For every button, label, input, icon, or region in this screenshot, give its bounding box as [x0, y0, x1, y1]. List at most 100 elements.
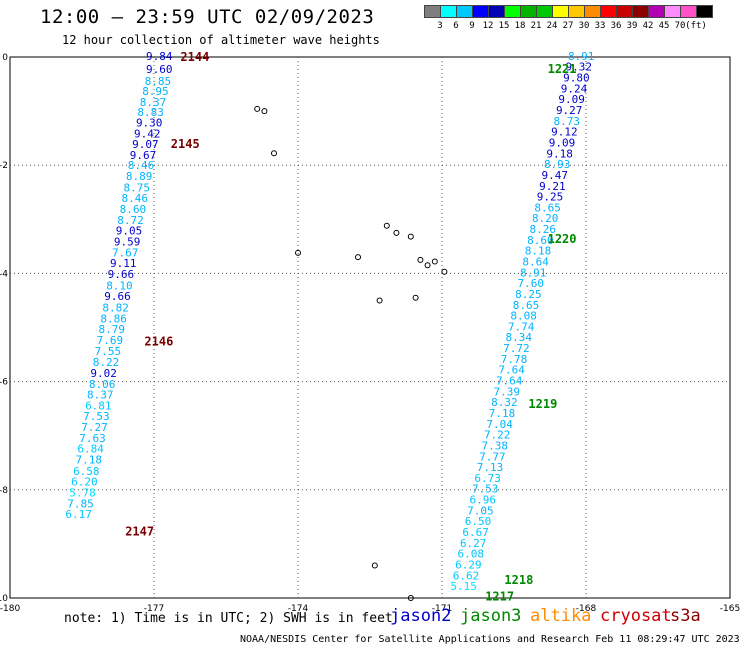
time-label: 2147	[125, 524, 154, 538]
wave-height-value: 7.04	[486, 418, 513, 431]
wave-height-value: 8.75	[123, 181, 150, 194]
colorbar-label: 9	[469, 21, 475, 31]
x-tick-label: -168	[576, 604, 597, 614]
wave-height-value: 9.09	[549, 136, 576, 149]
y-tick-label: -10	[0, 594, 8, 604]
colorbar-label: 27	[562, 21, 574, 31]
wave-height-value: 9.09	[558, 93, 585, 106]
wave-height-value: 9.47	[542, 169, 569, 182]
x-tick-label: -171	[432, 604, 452, 614]
wave-height-value: 8.34	[506, 331, 533, 344]
y-tick-label: 0	[2, 53, 8, 63]
island-outline	[376, 297, 383, 304]
wave-height-value: 6.73	[474, 472, 501, 485]
wave-height-value: 7.27	[81, 421, 108, 434]
wave-height-value: 9.12	[551, 126, 578, 139]
colorbar-label: 21	[530, 21, 542, 31]
legend-s3a: s3a	[670, 606, 701, 626]
wave-height-value: 8.91	[520, 266, 547, 279]
wave-height-value: 8.60	[120, 203, 147, 216]
y-tick-label: -8	[0, 486, 8, 496]
colorbar-label: 33	[594, 21, 606, 31]
island-outline	[407, 595, 414, 601]
wave-height-value: 7.78	[501, 353, 528, 366]
wave-height-value: 7.53	[83, 410, 110, 423]
wave-height-value: 9.32	[566, 61, 593, 74]
wave-height-value: 7.64	[498, 364, 525, 377]
x-tick-label: -165	[720, 604, 740, 614]
wave-height-value: 8.91	[568, 50, 595, 63]
wave-height-value: 9.21	[539, 180, 566, 193]
wave-height-value: 7.53	[472, 483, 499, 496]
wave-height-value: 8.79	[99, 323, 126, 336]
wave-height-value: 7.64	[496, 375, 523, 388]
wave-height-value: 6.50	[465, 515, 492, 528]
wave-height-value: 6.62	[453, 569, 480, 582]
colorbar-labels: 3 6 9 12 15 18 21 24 27 30 33 36 39 42 45 70 (ft)	[424, 21, 740, 33]
wave-height-value: 9.80	[563, 72, 590, 85]
island-outline	[371, 562, 378, 569]
wave-height-value: 6.96	[470, 494, 497, 507]
wave-height-value: 7.60	[518, 277, 545, 290]
time-label: 1217	[485, 589, 514, 603]
wave-height-value: 8.10	[106, 279, 133, 292]
island-outline	[393, 229, 400, 236]
wave-height-value: 7.67	[112, 246, 139, 259]
colorbar-label: 3	[437, 21, 443, 31]
wave-height-value: 8.60	[527, 234, 554, 247]
wave-height-value: 8.83	[137, 106, 164, 119]
wave-height-value: 9.02	[90, 367, 117, 380]
wave-height-value: 9.60	[146, 63, 173, 76]
wave-height-value: 9.66	[104, 290, 131, 303]
wave-height-value: 8.06	[89, 378, 116, 391]
colorbar	[424, 5, 713, 18]
wave-height-value: 6.81	[85, 399, 112, 412]
wave-height-value: 7.55	[95, 345, 122, 358]
wave-height-value: 5.15	[450, 580, 477, 593]
wave-height-value: 8.08	[510, 310, 537, 323]
wave-height-value: 6.84	[77, 443, 104, 456]
y-tick-label: -4	[0, 269, 8, 279]
wave-height-value: 9.59	[114, 235, 141, 248]
time-label: 1218	[504, 573, 533, 587]
colorbar-label: 30	[578, 21, 590, 31]
colorbar-label: 39	[626, 21, 638, 31]
island-outline	[441, 268, 448, 275]
legend-altika: altika	[530, 606, 592, 626]
wave-height-value: 8.46	[128, 159, 155, 172]
colorbar-label: 70	[674, 21, 686, 31]
wave-height-value: 8.95	[142, 85, 169, 98]
island-outline	[417, 256, 424, 263]
y-tick-label: -6	[0, 378, 8, 388]
wave-height-value: 6.58	[73, 465, 100, 478]
time-label: 1220	[548, 232, 577, 246]
colorbar-swatch	[696, 5, 713, 18]
wave-height-value: 9.30	[136, 116, 163, 129]
wave-height-value: 8.93	[544, 158, 571, 171]
colorbar-label: 45	[658, 21, 670, 31]
wave-height-value: 9.07	[132, 138, 159, 151]
island-outline	[407, 233, 414, 240]
wave-height-value: 9.84	[146, 50, 173, 63]
wave-height-value: 5.78	[69, 487, 96, 500]
wave-height-value: 7.22	[484, 429, 511, 442]
chart-subtitle: 12 hour collection of altimeter wave hei…	[62, 33, 380, 47]
chart-title: 12:00 – 23:59 UTC 02/09/2023	[40, 6, 375, 28]
wave-height-value: 6.29	[455, 558, 482, 571]
wave-height-value: 8.85	[145, 75, 172, 88]
wave-height-value: 8.65	[513, 299, 540, 312]
wave-height-value: 8.86	[100, 312, 127, 325]
wave-height-value: 9.24	[561, 82, 588, 95]
wave-height-value: 8.32	[491, 396, 518, 409]
colorbar-label: 24	[546, 21, 558, 31]
wave-height-value: 8.20	[532, 212, 559, 225]
legend-jason2: jason2	[390, 606, 452, 626]
wave-height-value: 7.85	[67, 497, 94, 510]
time-label: 1221	[548, 62, 577, 76]
island-outline	[355, 254, 361, 261]
colorbar-label: 18	[514, 21, 526, 31]
wave-height-value: 7.39	[494, 385, 521, 398]
wave-height-value: 7.18	[489, 407, 516, 420]
wave-height-value: 8.46	[122, 192, 149, 205]
